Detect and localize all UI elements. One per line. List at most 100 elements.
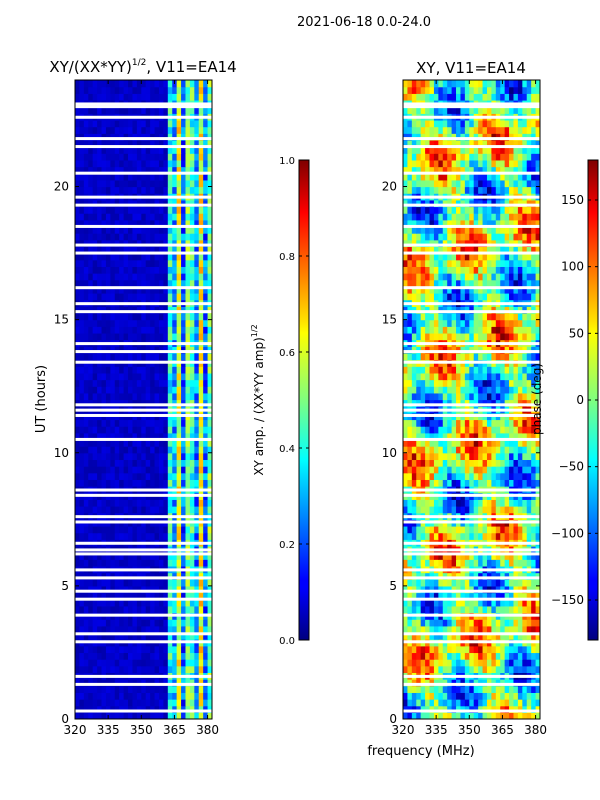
heatmap-cell: [203, 665, 209, 674]
heatmap-cell: [513, 592, 519, 600]
heatmap-cell: [110, 206, 116, 214]
heatmap-cell: [416, 439, 422, 447]
heatmap-cell: [136, 659, 142, 667]
heatmap-cell: [416, 332, 422, 341]
heatmap-cell: [486, 599, 492, 607]
heatmap-cell: [447, 479, 453, 487]
heatmap-cell: [416, 525, 422, 534]
heatmap-cell: [101, 86, 107, 94]
heatmap-cell: [433, 352, 439, 361]
heatmap-cell: [517, 466, 523, 474]
heatmap-cell: [451, 619, 457, 627]
heatmap-cell: [491, 525, 497, 534]
heatmap-cell: [176, 286, 182, 294]
heatmap-cell: [504, 532, 510, 540]
heatmap-cell: [535, 466, 540, 474]
heatmap-cell: [189, 173, 195, 181]
heatmap-cell: [83, 579, 89, 587]
heatmap-cell: [114, 452, 120, 461]
heatmap-cell: [79, 592, 85, 600]
heatmap-cell: [207, 279, 212, 287]
heatmap-cell: [531, 419, 537, 427]
heatmap-cell: [176, 506, 182, 514]
heatmap-cell: [145, 466, 151, 474]
heatmap-cell: [75, 312, 81, 321]
heatmap-cell: [105, 592, 111, 600]
heatmap-cell: [79, 352, 85, 361]
heatmap-cell: [114, 312, 120, 321]
heatmap-cell: [176, 233, 182, 241]
heatmap-cell: [163, 459, 169, 467]
heatmap-cell: [460, 592, 466, 600]
heatmap-cell: [119, 599, 125, 607]
heatmap-cell: [416, 379, 422, 387]
heatmap-cell: [154, 106, 160, 114]
heatmap-cell: [145, 679, 151, 687]
heatmap-cell: [176, 106, 182, 114]
heatmap-cell: [132, 426, 138, 434]
heatmap-cell: [447, 552, 453, 560]
heatmap-cell: [176, 552, 182, 560]
heatmap-cell: [141, 239, 147, 248]
heatmap-cell: [105, 439, 111, 447]
heatmap-cell: [456, 559, 462, 567]
heatmap-cell: [207, 499, 212, 507]
heatmap-cell: [198, 625, 204, 634]
heatmap-cell: [403, 372, 409, 381]
heatmap-cell: [154, 213, 160, 221]
heatmap-cell: [411, 439, 417, 447]
heatmap-cell: [132, 179, 138, 188]
heatmap-cell: [189, 559, 195, 567]
heatmap-cell: [172, 685, 178, 693]
heatmap-cell: [403, 659, 409, 667]
heatmap-cell: [433, 506, 439, 514]
heatmap-cell: [92, 372, 98, 381]
heatmap-cell: [207, 712, 212, 719]
heatmap-cell: [176, 312, 182, 321]
heatmap-cell: [469, 419, 475, 427]
heatmap-cell: [119, 166, 125, 174]
heatmap-cell: [517, 572, 523, 580]
heatmap-cell: [478, 459, 484, 467]
heatmap-cell: [185, 386, 191, 394]
heatmap-cell: [469, 645, 475, 654]
heatmap-cell: [105, 392, 111, 401]
heatmap-cell: [88, 699, 94, 707]
heatmap-cell: [167, 579, 173, 587]
heatmap-cell: [420, 559, 426, 567]
heatmap-cell: [110, 419, 116, 427]
heatmap-cell: [473, 659, 479, 667]
heatmap-cell: [128, 685, 134, 693]
heatmap-cell: [92, 552, 98, 560]
heatmap-cell: [119, 106, 125, 114]
heatmap-cell: [522, 452, 528, 461]
heatmap-cell: [203, 233, 209, 241]
heatmap-cell: [136, 319, 142, 327]
heatmap-cell: [136, 133, 142, 141]
heatmap-cell: [110, 379, 116, 387]
heatmap-cell: [145, 253, 151, 261]
flagged-row: [75, 115, 212, 119]
heatmap-cell: [181, 133, 187, 141]
flagged-row: [75, 589, 212, 593]
heatmap-cell: [500, 572, 506, 580]
heatmap-cell: [478, 366, 484, 374]
heatmap-cell: [491, 379, 497, 387]
heatmap-cell: [158, 446, 164, 454]
heatmap-cell: [145, 532, 151, 540]
heatmap-cell: [203, 699, 209, 707]
heatmap-cell: [181, 86, 187, 94]
heatmap-cell: [425, 319, 431, 327]
flagged-row: [75, 488, 212, 492]
heatmap-cell: [451, 439, 457, 447]
heatmap-cell: [136, 246, 142, 254]
heatmap-cell: [207, 532, 212, 540]
heatmap-cell: [194, 226, 200, 234]
heatmap-cell: [403, 559, 409, 567]
heatmap-cell: [420, 525, 426, 534]
heatmap-cell: [101, 452, 107, 461]
heatmap-cell: [141, 479, 147, 487]
heatmap-cell: [522, 525, 528, 534]
heatmap-cell: [198, 699, 204, 707]
heatmap-cell: [185, 552, 191, 560]
